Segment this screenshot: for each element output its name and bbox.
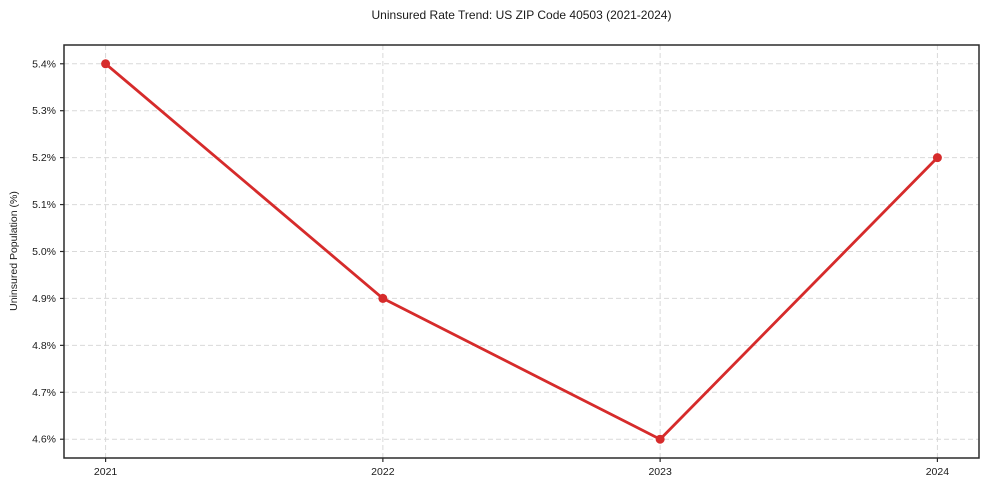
- data-point-2022: [378, 293, 388, 303]
- plot-border: [63, 44, 980, 459]
- data-point-2021: [101, 59, 111, 69]
- y-tick-label: 5.4%: [32, 58, 56, 70]
- x-tick-label: 2021: [94, 466, 118, 478]
- y-tick-label: 4.7%: [32, 387, 56, 399]
- y-tick-label: 4.6%: [32, 434, 56, 446]
- trend-line: [104, 62, 939, 441]
- data-point-2023: [655, 434, 665, 444]
- y-tick-label: 5.3%: [32, 105, 56, 117]
- data-point-2024: [932, 153, 942, 163]
- y-tick-label: 5.1%: [32, 199, 56, 211]
- y-tick-label: 5.2%: [32, 152, 56, 164]
- y-tick-label: 4.8%: [32, 340, 56, 352]
- x-tick-label: 2023: [648, 466, 672, 478]
- chart-title: Uninsured Rate Trend: US ZIP Code 40503 …: [371, 8, 672, 22]
- x-tick-label: 2022: [371, 466, 395, 478]
- y-tick-label: 5.0%: [32, 246, 56, 258]
- x-tick-label: 2024: [926, 466, 950, 478]
- y-tick-label: 4.9%: [32, 293, 56, 305]
